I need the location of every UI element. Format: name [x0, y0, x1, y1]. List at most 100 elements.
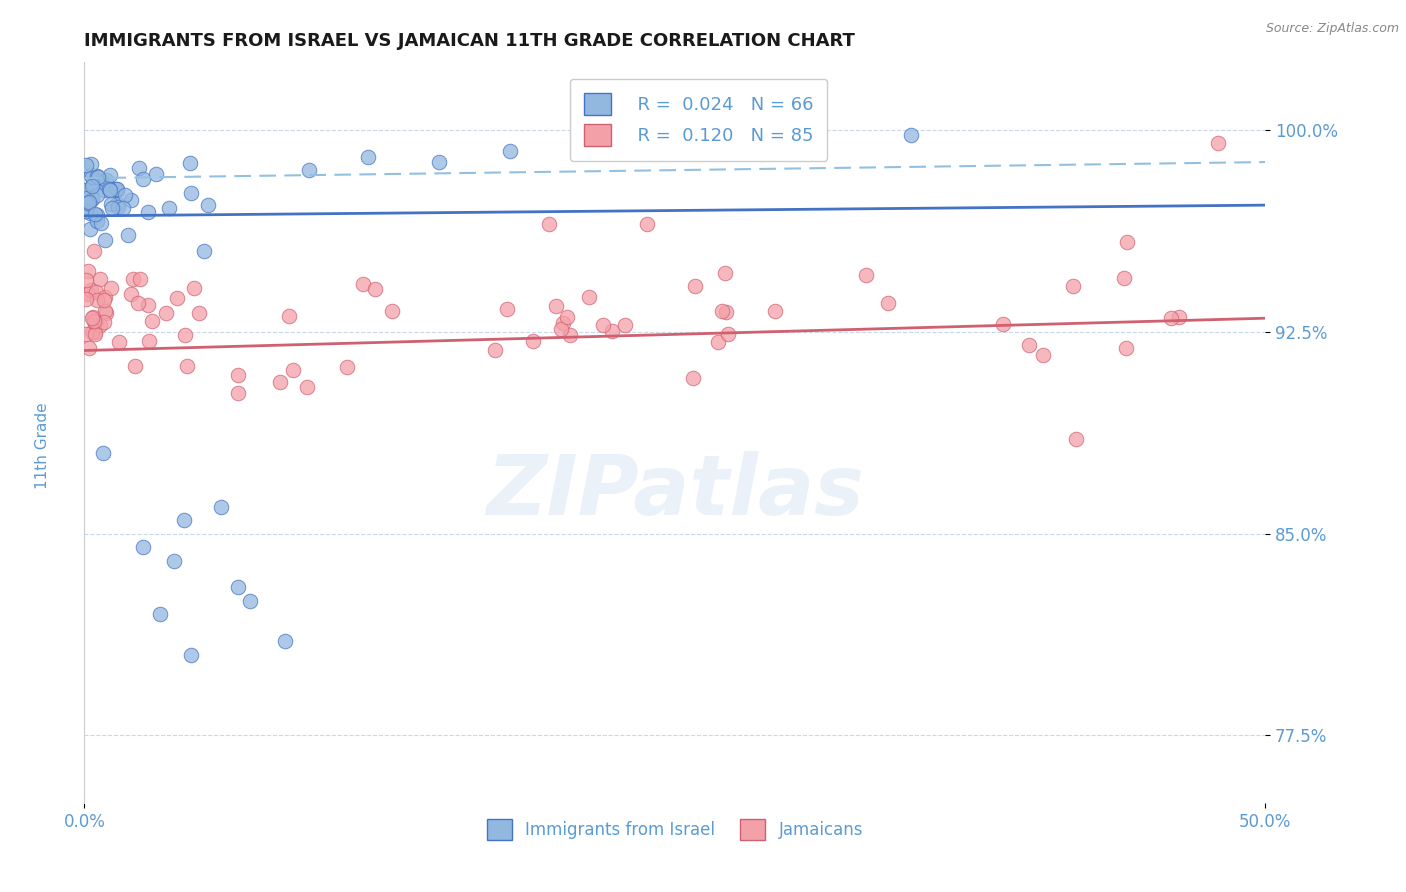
Point — [80, 325, 103, 339]
Point — [496, 301, 519, 316]
Point — [120, 193, 142, 207]
Point — [551, 316, 574, 330]
Point — [82, 192, 104, 206]
Point — [1206, 136, 1229, 151]
Point — [1160, 311, 1182, 326]
Point — [86, 214, 108, 228]
Point — [600, 324, 623, 338]
Point — [77, 264, 100, 278]
Point — [855, 268, 877, 283]
Point — [173, 513, 195, 527]
Point — [560, 327, 582, 342]
Point — [107, 335, 129, 350]
Point — [97, 182, 120, 196]
Point — [84, 325, 107, 339]
Point — [180, 648, 202, 662]
Point — [174, 328, 197, 343]
Point — [136, 204, 159, 219]
Point — [1168, 310, 1191, 325]
Point — [98, 183, 121, 197]
Point — [1062, 279, 1084, 293]
Point — [84, 207, 107, 221]
Point — [176, 359, 198, 374]
Point — [132, 172, 155, 186]
Point — [80, 157, 103, 171]
Point — [714, 305, 737, 319]
Point — [101, 202, 124, 216]
Point — [546, 299, 568, 313]
Point — [120, 287, 142, 301]
Point — [76, 191, 98, 205]
Point — [357, 150, 380, 164]
Text: Source: ZipAtlas.com: Source: ZipAtlas.com — [1265, 22, 1399, 36]
Point — [179, 156, 201, 170]
Point — [364, 282, 387, 296]
Point — [537, 217, 560, 231]
Point — [89, 272, 111, 286]
Point — [187, 305, 209, 319]
Point — [136, 297, 159, 311]
Point — [80, 169, 103, 184]
Point — [76, 287, 98, 301]
Point — [86, 293, 108, 307]
Point — [132, 540, 155, 554]
Point — [1112, 270, 1135, 285]
Point — [578, 290, 600, 304]
Point — [157, 201, 180, 215]
Point — [82, 310, 104, 324]
Point — [93, 304, 115, 318]
Point — [98, 169, 121, 183]
Point — [149, 607, 172, 622]
Point — [83, 314, 105, 328]
Point — [93, 183, 115, 197]
Point — [226, 385, 249, 400]
Point — [75, 293, 97, 307]
Point — [298, 163, 321, 178]
Point — [522, 334, 544, 348]
Point — [239, 594, 262, 608]
Text: IMMIGRANTS FROM ISRAEL VS JAMAICAN 11TH GRADE CORRELATION CHART: IMMIGRANTS FROM ISRAEL VS JAMAICAN 11TH … — [84, 32, 855, 50]
Point — [117, 227, 139, 242]
Point — [89, 318, 111, 332]
Point — [77, 341, 100, 355]
Point — [89, 216, 111, 230]
Point — [127, 295, 149, 310]
Point — [166, 291, 188, 305]
Point — [193, 244, 215, 258]
Point — [105, 182, 128, 196]
Point — [484, 343, 506, 357]
Point — [209, 500, 232, 514]
Point — [75, 158, 97, 172]
Point — [281, 362, 304, 376]
Point — [138, 334, 160, 348]
Point — [124, 359, 146, 373]
Point — [180, 186, 202, 201]
Point — [592, 318, 614, 332]
Point — [277, 309, 299, 323]
Point — [710, 304, 733, 318]
Point — [90, 174, 112, 188]
Point — [900, 128, 922, 142]
Point — [155, 305, 177, 319]
Point — [114, 188, 136, 202]
Point — [83, 244, 105, 259]
Point — [111, 201, 134, 215]
Point — [75, 183, 97, 197]
Point — [550, 322, 572, 336]
Point — [93, 293, 115, 307]
Point — [93, 315, 115, 329]
Point — [79, 205, 101, 219]
Point — [352, 277, 374, 291]
Point — [197, 198, 219, 212]
Point — [1115, 341, 1137, 355]
Point — [295, 380, 318, 394]
Point — [129, 272, 152, 286]
Point — [94, 172, 117, 186]
Point — [75, 203, 97, 218]
Point — [83, 327, 105, 342]
Point — [183, 281, 205, 295]
Point — [228, 368, 250, 382]
Point — [96, 306, 118, 320]
Point — [614, 318, 637, 333]
Point — [105, 196, 128, 211]
